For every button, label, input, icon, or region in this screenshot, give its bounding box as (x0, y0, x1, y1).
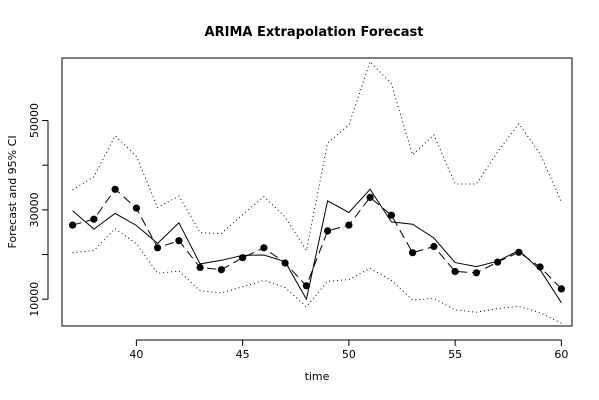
actual-point (281, 259, 289, 267)
actual-point (536, 263, 544, 271)
actual-point (154, 244, 162, 252)
actual-point (494, 258, 502, 266)
actual-point (239, 254, 247, 262)
actual-line (72, 188, 562, 290)
actual-point (132, 204, 140, 212)
actual-point (111, 185, 119, 193)
actual-point (69, 221, 77, 229)
actual-point (387, 211, 395, 219)
y-tick-label: 50000 (28, 103, 41, 138)
actual-point (324, 227, 332, 235)
x-tick-label: 55 (448, 348, 462, 361)
series-layer (69, 60, 566, 324)
actual-point (260, 244, 268, 252)
plot-frame (61, 57, 573, 327)
y-tick-label: 10000 (28, 282, 41, 317)
actual-point (409, 249, 417, 257)
y-axis-label: Forecast and 95% CI (6, 135, 19, 248)
x-axis-label: time (305, 370, 330, 383)
actual-point (196, 263, 204, 272)
actual-point (472, 269, 480, 277)
actual-point (217, 266, 225, 274)
y-tick-label: 30000 (28, 192, 41, 227)
chart-title: ARIMA Extrapolation Forecast (205, 25, 424, 40)
lower-ci-line (72, 227, 562, 324)
x-axis: 40 45 50 55 60 (129, 339, 568, 361)
x-tick-label: 40 (129, 348, 143, 361)
actual-point (366, 193, 374, 201)
actual-point (345, 221, 353, 229)
actual-point (515, 248, 523, 256)
actual-point (430, 242, 438, 251)
y-axis: 10000 30000 50000 (28, 103, 49, 317)
x-tick-label: 45 (236, 348, 250, 361)
actual-point (175, 237, 183, 245)
x-tick-label: 50 (342, 348, 356, 361)
actual-point (557, 285, 566, 293)
forecast-line (72, 188, 562, 304)
x-tick-label: 60 (554, 348, 568, 361)
actual-point (451, 267, 459, 276)
actual-point (302, 282, 310, 290)
upper-ci-line (72, 60, 562, 252)
actual-point (90, 215, 98, 223)
